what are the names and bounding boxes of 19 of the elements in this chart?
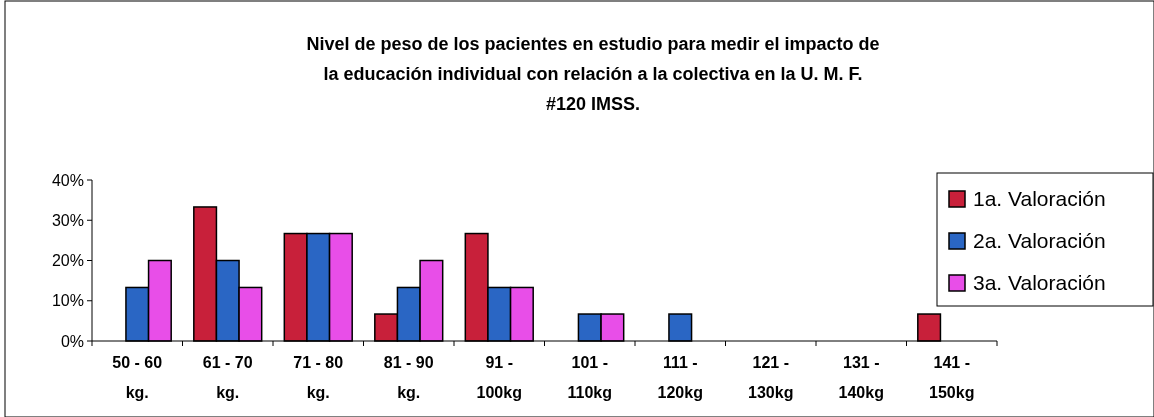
x-tick-label: 101 - 110kg xyxy=(567,354,612,401)
y-tick-label: 30% xyxy=(51,211,84,229)
y-tick-label: 0% xyxy=(60,332,84,350)
y-tick-label: 10% xyxy=(51,292,84,310)
y-tick-label: 40% xyxy=(51,171,84,189)
x-tick-label: 131 - 140kg xyxy=(838,354,884,401)
x-tick-label: 121 - 130kg xyxy=(748,354,794,401)
legend-label: 3a. Valoración xyxy=(973,271,1106,295)
x-tick-label: 111 - 120kg xyxy=(657,354,703,401)
x-tick-label: 61 - 70 kg. xyxy=(202,354,253,401)
x-tick-label: 141 - 150kg xyxy=(929,354,975,401)
y-tick-label: 20% xyxy=(51,252,84,270)
x-tick-label: 71 - 80 kg. xyxy=(293,354,344,401)
chart-title: Nivel de peso de los pacientes en estudio para medir el impacto de la educación individual con relación a la colectiva en la U. M. F. #120 IMSS. xyxy=(306,34,880,114)
legend-label: 2a. Valoración xyxy=(973,229,1106,253)
x-tick-label: 91 - 100kg xyxy=(476,354,522,401)
legend-label: 1a. Valoración xyxy=(973,187,1106,211)
x-tick-label: 81 - 90 kg. xyxy=(383,354,434,401)
x-tick-label: 50 - 60 kg. xyxy=(112,354,163,401)
